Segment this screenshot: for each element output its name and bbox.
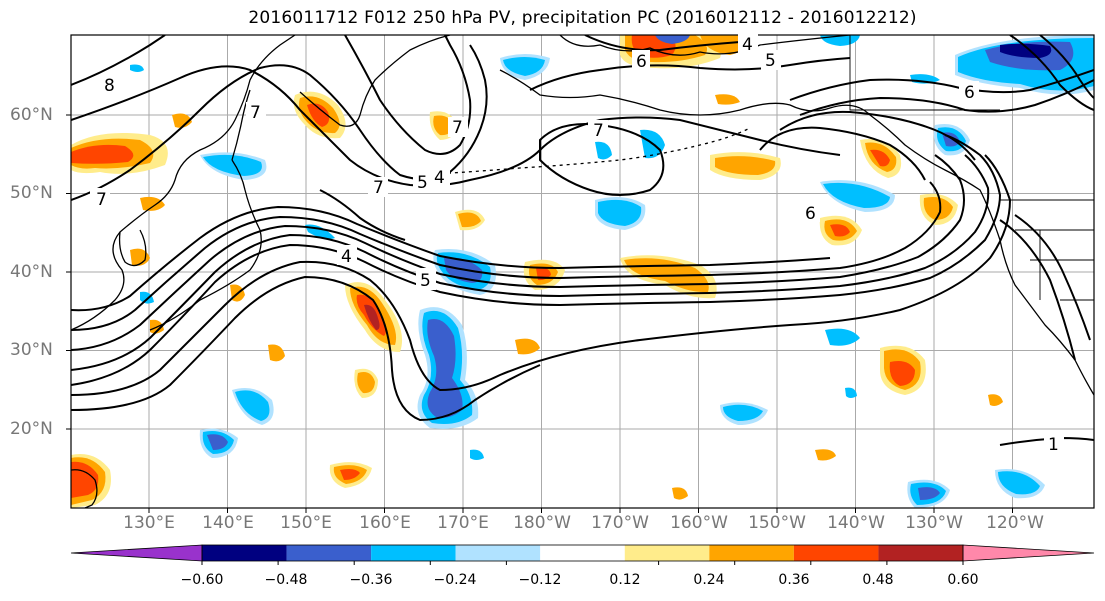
latitude-label: 30°N: [10, 340, 53, 360]
colorbar-lower-extension: [70, 544, 203, 562]
coastlines: [71, 35, 1094, 508]
longitude-label: 140°W: [827, 513, 885, 533]
longitude-label: 170°E: [437, 513, 489, 533]
pv-contour-9: [71, 44, 488, 201]
latitude-label: 50°N: [10, 183, 53, 203]
contour-label: 6: [964, 83, 975, 103]
contour-label: 7: [250, 103, 261, 123]
contour-label: 7: [373, 178, 384, 198]
pv-contour-5: [71, 205, 831, 312]
longitude-label: 160°W: [670, 513, 728, 533]
longitude-label: 150°E: [280, 513, 332, 533]
philippines-coastline: [71, 469, 98, 508]
asia-coastline: [71, 35, 296, 331]
colorbar-tick-label: 0.24: [693, 572, 725, 588]
colorbar-tick-label: 0.12: [609, 572, 641, 588]
pv-contour-12: [529, 57, 851, 91]
map-title: 2016011712 F012 250 hPa PV, precipitatio…: [248, 8, 917, 28]
pv-contour-17: [759, 126, 926, 181]
contour-label: 6: [636, 52, 647, 72]
pv-contour-16: [779, 110, 976, 161]
contour-label: 7: [96, 190, 107, 210]
colorbar-upper-extension: [962, 544, 1095, 562]
longitude-label: 130°E: [123, 513, 175, 533]
latitude-label: 60°N: [10, 105, 53, 125]
contour-label: 6: [805, 204, 816, 224]
contour-label: 7: [452, 118, 463, 138]
map-plot-area: [71, 35, 1094, 508]
north-america-coastline: [999, 239, 1094, 396]
aleutian-islands: [419, 127, 751, 176]
colorbar-tick-label: −0.12: [518, 572, 562, 588]
contour-label: 5: [765, 51, 776, 71]
contour-label: 4: [742, 35, 753, 55]
contour-label: 5: [420, 271, 431, 291]
pv-contour-1: [71, 134, 1002, 386]
pv-contour-24: [319, 189, 406, 241]
colorbar-ticks: [201, 561, 964, 565]
longitude-label: 120°W: [986, 513, 1044, 533]
colorbar-tick-label: 0.60: [947, 572, 979, 588]
colorbar-segment: [286, 545, 372, 561]
pv-contour-23: [1039, 35, 1094, 99]
colorbar-segment: [371, 545, 456, 561]
pv-contour-19: [999, 219, 1076, 361]
colorbar-segment: [624, 545, 710, 561]
colorbar-tick-label: 0.36: [778, 572, 810, 588]
contour-label: 4: [341, 247, 352, 267]
pv-contour-11: [344, 35, 472, 155]
pv-contour-13: [584, 35, 741, 52]
colorbar-segment: [878, 545, 963, 561]
pv-contour-4: [71, 181, 942, 331]
contour-label: 7: [593, 121, 604, 141]
pv-contour-7: [71, 275, 541, 422]
longitude-label: 130°W: [905, 513, 963, 533]
negative-anomaly-areas: [130, 35, 1094, 508]
kamchatka-coastline: [299, 35, 451, 127]
contour-label: 4: [434, 168, 445, 188]
colorbar-segment: [793, 545, 879, 561]
pv-contour-10: [71, 35, 166, 86]
longitude-label: 180°W: [513, 513, 571, 533]
arctic-coastline: [559, 35, 851, 56]
colorbar-segment: [455, 545, 541, 561]
colorbar-segment: [202, 545, 287, 561]
latitude-label: 40°N: [10, 262, 53, 282]
latitude-label: 20°N: [10, 419, 53, 439]
political-boundaries: [849, 35, 1094, 301]
colorbar-frame: [201, 544, 964, 562]
contour-label: 1: [1048, 435, 1059, 455]
alaska-coastline: [499, 69, 1001, 241]
contour-label-layer: 8 7 7 7 7 5 4 4 5 6 6 7 4 5 6 1: [90, 33, 1064, 455]
contour-label: 8: [104, 76, 115, 96]
pv-contour-2: [71, 154, 990, 371]
colorbar-tick-label: −0.60: [180, 572, 224, 588]
colorbar: [70, 544, 1095, 565]
korea-coastline: [118, 229, 147, 267]
longitude-label: 170°W: [591, 513, 649, 533]
colorbar-tick-label: −0.36: [349, 572, 393, 588]
colorbar-segment: [540, 545, 625, 561]
longitude-label: 150°W: [748, 513, 806, 533]
longitude-label: 160°E: [359, 513, 411, 533]
colorbar-segments: [202, 545, 963, 561]
pv-contour-6: [71, 154, 1012, 396]
sakhalin-coastline: [231, 89, 251, 161]
colorbar-tick-label: −0.48: [264, 572, 308, 588]
pv-contour-15: [799, 79, 1094, 116]
longitude-label: 140°E: [202, 513, 254, 533]
pv-contour-22: [1009, 35, 1094, 111]
colorbar-tick-label: −0.24: [433, 572, 477, 588]
pv-contour-3: [71, 154, 965, 351]
contour-label: 5: [417, 173, 428, 193]
colorbar-segment: [709, 545, 794, 561]
axis-tick-marks: [66, 114, 1013, 513]
pv-contour-20: [1014, 214, 1091, 341]
colorbar-tick-label: 0.48: [862, 572, 894, 588]
